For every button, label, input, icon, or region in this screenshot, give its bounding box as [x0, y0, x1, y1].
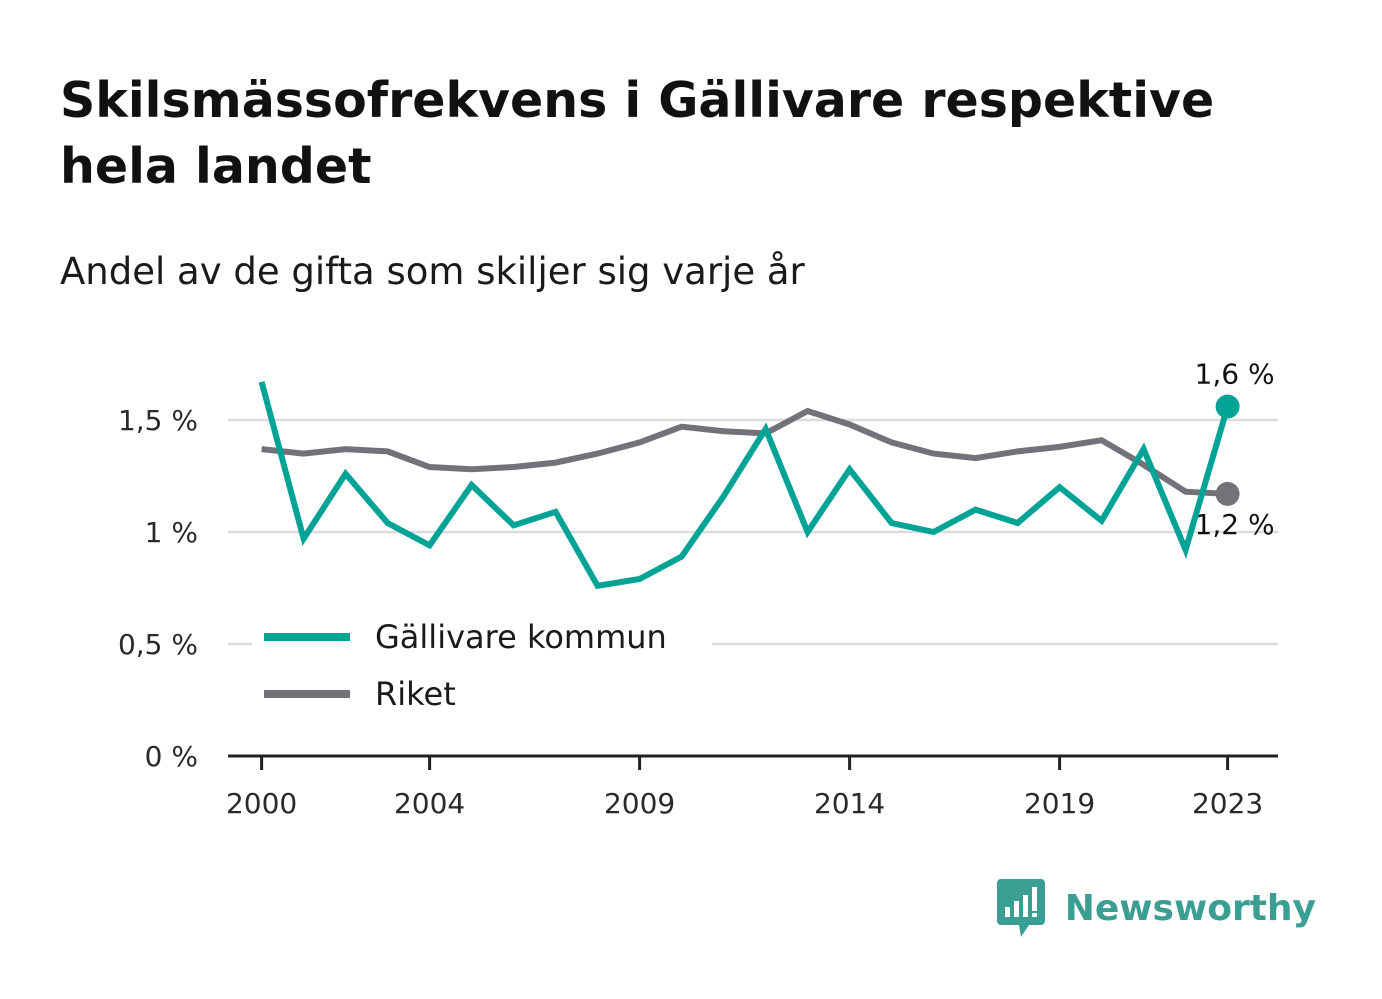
bar-chart-speech-bubble-icon: [996, 879, 1045, 937]
series-line-gallivare: [258, 381, 1231, 590]
x-tick-label: 2004: [394, 787, 465, 820]
legend-label: Gällivare kommun: [375, 618, 667, 656]
y-tick-label: 0,5 %: [118, 628, 198, 661]
y-tick-label: 1 %: [145, 516, 198, 549]
y-tick-label: 0 %: [145, 740, 198, 773]
x-tick-label: 2019: [1024, 787, 1095, 820]
x-tick-label: 2014: [814, 787, 885, 820]
series-lines: 1,2 % 1,6 %: [258, 358, 1275, 590]
end-value-label-gallivare: 1,6 %: [1195, 358, 1275, 391]
legend-label: Riket: [375, 675, 456, 713]
y-tick-label: 1,5 %: [118, 404, 198, 437]
brand-name: Newsworthy: [1064, 887, 1316, 929]
series-line-riket: [261, 407, 1228, 497]
end-value-label-riket: 1,2 %: [1195, 508, 1275, 541]
end-point-riket: [1215, 481, 1240, 506]
legend: Gällivare kommun Riket: [252, 610, 712, 720]
end-point-gallivare: [1215, 394, 1240, 419]
axes: 0 % 0,5 % 1 % 1,5 % 2000 2004 2009 2014 2019 2023: [118, 404, 1278, 820]
x-tick-label: 2000: [226, 787, 297, 820]
x-tick-label: 2009: [604, 787, 675, 820]
chart-title: Skilsmässofrekvens i Gällivare respektiv…: [60, 72, 1215, 195]
legend-background: [252, 610, 712, 720]
x-tick-label: 2023: [1192, 787, 1263, 820]
chart-subtitle: Andel av de gifta som skiljer sig varje …: [60, 250, 805, 293]
newsworthy-logo: Newsworthy: [996, 877, 1316, 939]
